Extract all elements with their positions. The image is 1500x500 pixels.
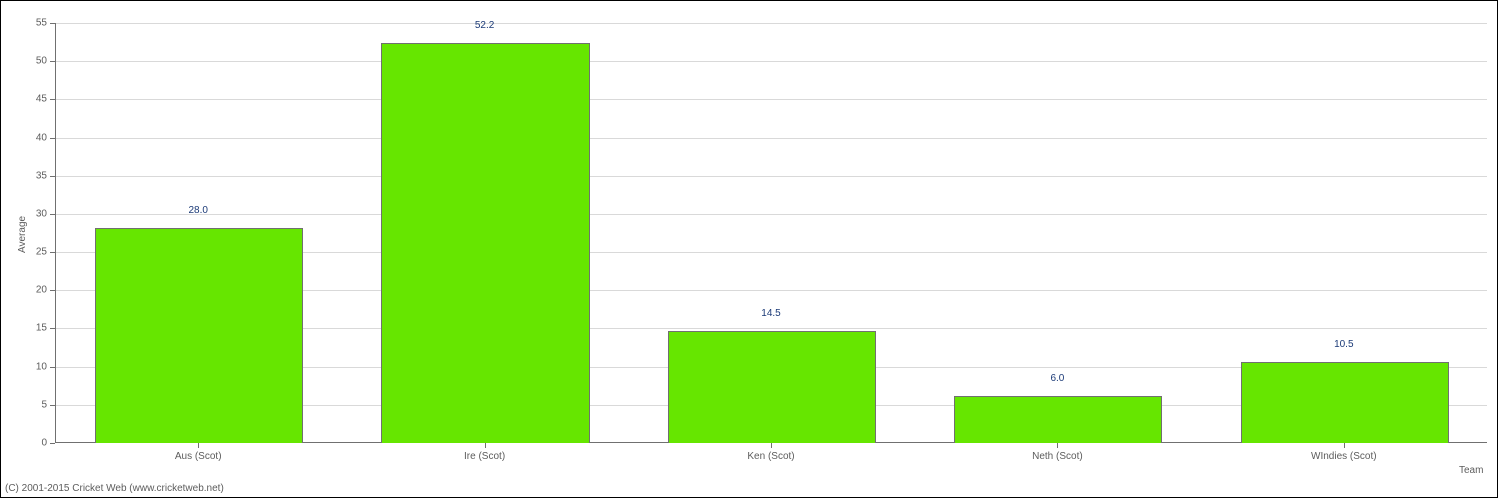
grid-line xyxy=(55,23,1487,24)
y-tick-label: 15 xyxy=(36,323,47,334)
x-tick xyxy=(771,443,772,448)
y-axis-line xyxy=(55,23,56,443)
y-tick-label: 0 xyxy=(41,438,47,449)
bar-value-label: 28.0 xyxy=(188,205,207,216)
x-tick xyxy=(1057,443,1058,448)
chart-frame: 0 5 10 15 20 25 30 35 40 45 50 55 28.0 Aus (Scot) 52.2… xyxy=(0,0,1498,498)
grid-line xyxy=(55,138,1487,139)
y-tick-label: 40 xyxy=(36,132,47,143)
y-tick-label: 30 xyxy=(36,208,47,219)
y-tick-label: 10 xyxy=(36,361,47,372)
y-tick-label: 45 xyxy=(36,94,47,105)
bar xyxy=(954,396,1162,443)
x-tick-label: Aus (Scot) xyxy=(175,451,222,462)
copyright-text: (C) 2001-2015 Cricket Web (www.cricketwe… xyxy=(5,483,224,494)
y-axis-title: Average xyxy=(17,216,28,253)
bar-value-label: 52.2 xyxy=(475,20,494,31)
y-tick-label: 25 xyxy=(36,247,47,258)
x-tick-label: Neth (Scot) xyxy=(1032,451,1083,462)
y-tick-label: 55 xyxy=(36,18,47,29)
x-tick-label: Ire (Scot) xyxy=(464,451,505,462)
y-tick-label: 20 xyxy=(36,285,47,296)
grid-line xyxy=(55,61,1487,62)
y-tick-label: 35 xyxy=(36,170,47,181)
bar xyxy=(1241,362,1449,443)
plot-area: 051015202530354045505528.0Aus (Scot)52.2… xyxy=(55,23,1487,443)
y-tick xyxy=(50,443,55,444)
grid-line xyxy=(55,99,1487,100)
bar xyxy=(95,228,303,443)
bar-value-label: 14.5 xyxy=(761,308,780,319)
y-tick-label: 50 xyxy=(36,56,47,67)
x-axis-title: Team xyxy=(1459,465,1483,476)
grid-line xyxy=(55,214,1487,215)
x-tick-label: WIndies (Scot) xyxy=(1311,451,1377,462)
x-tick-label: Ken (Scot) xyxy=(747,451,794,462)
x-tick xyxy=(198,443,199,448)
bar xyxy=(381,43,589,443)
y-tick-label: 5 xyxy=(41,399,47,410)
grid-line xyxy=(55,176,1487,177)
bar-value-label: 6.0 xyxy=(1050,373,1064,384)
x-tick xyxy=(485,443,486,448)
bar xyxy=(668,331,876,443)
x-tick xyxy=(1344,443,1345,448)
bar-value-label: 10.5 xyxy=(1334,339,1353,350)
